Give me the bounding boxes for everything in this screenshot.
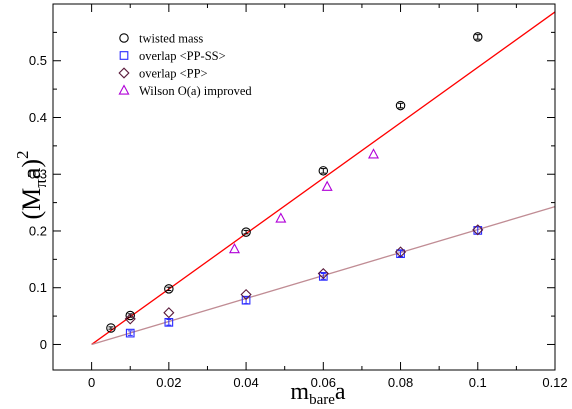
diamond-marker bbox=[124, 313, 136, 325]
data-point bbox=[125, 328, 135, 338]
x-axis-title-tail: a bbox=[335, 379, 346, 405]
data-point bbox=[106, 323, 116, 333]
circle-marker bbox=[241, 227, 251, 237]
x-tick-label: 0.08 bbox=[388, 375, 413, 390]
x-tick-label: 0.12 bbox=[542, 375, 567, 390]
triangle-marker bbox=[118, 84, 130, 95]
y-axis-title-sub: π bbox=[31, 179, 50, 188]
triangle-marker bbox=[321, 180, 333, 191]
legend-marker bbox=[119, 33, 129, 43]
triangle-marker bbox=[228, 242, 241, 254]
circle-marker bbox=[119, 33, 129, 43]
circle-marker bbox=[106, 323, 116, 333]
y-tick-label: 0.5 bbox=[29, 53, 47, 68]
y-tick-label: 0.4 bbox=[29, 110, 47, 125]
data-point bbox=[228, 242, 241, 254]
data-points bbox=[106, 32, 484, 338]
data-point bbox=[394, 246, 407, 258]
diamond-marker bbox=[317, 267, 329, 280]
x-tick-label: 0 bbox=[88, 375, 95, 390]
data-point bbox=[472, 224, 484, 236]
x-axis-title-sub: bare bbox=[309, 392, 335, 408]
legend-marker bbox=[119, 51, 129, 60]
y-tick-label: 0 bbox=[40, 337, 47, 352]
legend-box bbox=[113, 27, 281, 99]
circle-marker bbox=[164, 284, 174, 294]
legend-label: twisted mass bbox=[139, 31, 203, 45]
square-marker bbox=[119, 51, 129, 60]
y-tick-label: 0.2 bbox=[29, 223, 47, 238]
axes: 0 0.02 0.04 0.06 0.08 0.1 0.12 0 0.1 0.2 0.3 0.4 0.5 bbox=[29, 3, 568, 390]
diamond-marker bbox=[240, 288, 252, 301]
data-point bbox=[241, 295, 251, 305]
diamond-marker bbox=[472, 224, 484, 236]
data-point bbox=[164, 317, 174, 327]
data-point bbox=[241, 227, 251, 237]
square-marker bbox=[125, 328, 135, 338]
data-point bbox=[163, 307, 175, 319]
legend-label: overlap <PP> bbox=[139, 66, 208, 80]
data-point bbox=[124, 313, 136, 325]
triangle-marker bbox=[275, 212, 287, 223]
legend-marker bbox=[118, 67, 130, 79]
legend-marker bbox=[118, 84, 130, 95]
data-point bbox=[318, 272, 328, 281]
x-axis-title-main: m bbox=[290, 379, 309, 405]
y-axis-title: (Mπa)2 bbox=[13, 150, 50, 219]
data-point bbox=[164, 284, 174, 294]
diamond-marker bbox=[163, 307, 175, 319]
circle-marker bbox=[473, 32, 483, 42]
legend-label: Wilson O(a) improved bbox=[139, 84, 252, 98]
data-point bbox=[473, 32, 483, 42]
y-axis-title-sup: 2 bbox=[13, 150, 32, 159]
data-point bbox=[240, 288, 252, 301]
y-axis-title-mid: a) bbox=[17, 159, 46, 179]
y-tick-label: 0.1 bbox=[29, 280, 47, 295]
circle-marker bbox=[318, 166, 329, 176]
square-marker bbox=[318, 272, 328, 281]
x-axis-title: mbarea bbox=[290, 379, 345, 408]
triangle-marker bbox=[367, 148, 380, 159]
data-point bbox=[395, 100, 406, 111]
data-point bbox=[318, 166, 329, 176]
circle-marker bbox=[125, 310, 135, 321]
circle-marker bbox=[395, 100, 406, 111]
y-tick-label: 0.3 bbox=[29, 167, 47, 182]
plot-frame bbox=[52, 3, 556, 371]
x-tick-label: 0.04 bbox=[233, 375, 258, 390]
data-point bbox=[275, 212, 287, 223]
diamond-marker bbox=[394, 246, 407, 258]
square-marker bbox=[164, 317, 174, 327]
x-tick-label: 0.1 bbox=[469, 375, 487, 390]
data-point bbox=[317, 267, 329, 280]
legend-label: overlap <PP-SS> bbox=[139, 49, 226, 63]
x-tick-label: 0.02 bbox=[156, 375, 181, 390]
data-point bbox=[321, 180, 333, 191]
diamond-marker bbox=[118, 67, 130, 79]
legend: twisted mass overlap <PP-SS> overlap <PP> W… bbox=[113, 27, 281, 99]
data-point bbox=[367, 148, 380, 159]
x-tick-label: 0.06 bbox=[311, 375, 336, 390]
y-axis-title-open: (M bbox=[17, 188, 46, 220]
